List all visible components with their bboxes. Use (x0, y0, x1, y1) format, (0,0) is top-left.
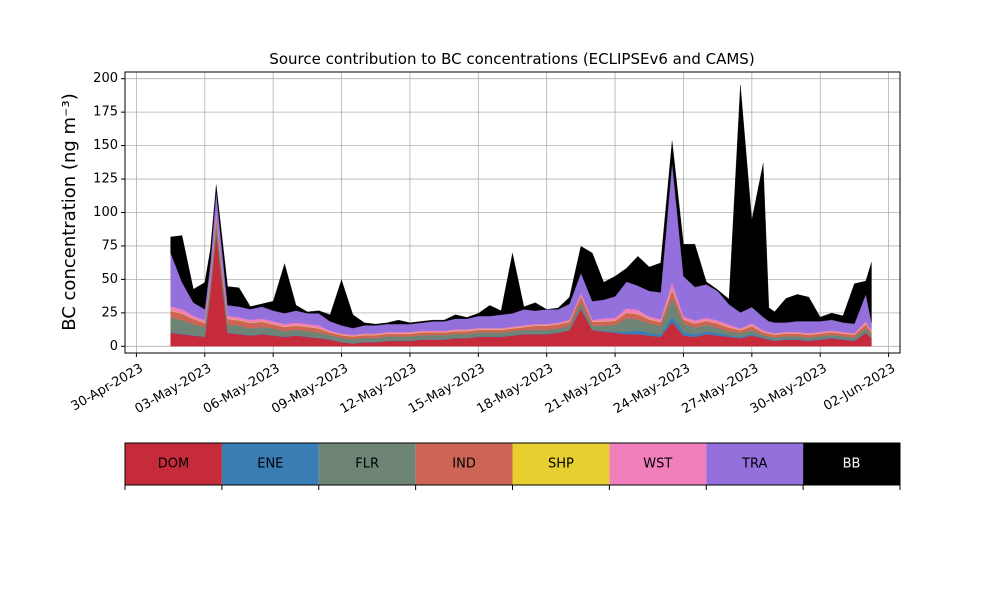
legend-label-ene: ENE (257, 457, 283, 472)
legend-swatch-ind (415, 443, 513, 485)
legend-swatch-wst (609, 443, 707, 485)
legend-label-wst: WST (643, 457, 672, 472)
y-tick-label: 125 (93, 172, 118, 187)
y-tick-label: 200 (93, 71, 118, 86)
y-tick-label: 25 (101, 305, 118, 320)
area-series-bb (170, 84, 872, 329)
legend-label-shp: SHP (548, 457, 574, 472)
y-tick-label: 75 (101, 238, 118, 253)
y-axis-label: BC concentration (ng m⁻³) (59, 93, 80, 331)
legend-colorbar: DOM ENE FLR IND SHP WST TRA BB (124, 442, 901, 490)
legend-swatch-dom (125, 443, 222, 485)
legend-swatch-shp (512, 443, 610, 485)
legend-label-dom: DOM (158, 457, 189, 472)
chart-title: Source contribution to BC concentrations… (269, 50, 754, 68)
y-axis: 0 25 50 75 100 125 150 175 200 (93, 71, 125, 354)
y-tick-label: 50 (101, 272, 118, 287)
legend-swatch-tra (706, 443, 804, 485)
y-tick-label: 0 (110, 339, 118, 354)
legend-swatch-flr (318, 443, 416, 485)
legend-swatch-ene (221, 443, 319, 485)
y-tick-label: 150 (93, 138, 118, 153)
area-layers (170, 84, 872, 347)
legend-label-bb: BB (843, 457, 861, 472)
legend-label-flr: FLR (355, 457, 379, 472)
legend-label-tra: TRA (741, 457, 767, 472)
y-tick-label: 175 (93, 105, 118, 120)
legend-label-ind: IND (452, 457, 476, 472)
y-tick-label: 100 (93, 205, 118, 220)
legend-swatch-bb (803, 443, 900, 485)
